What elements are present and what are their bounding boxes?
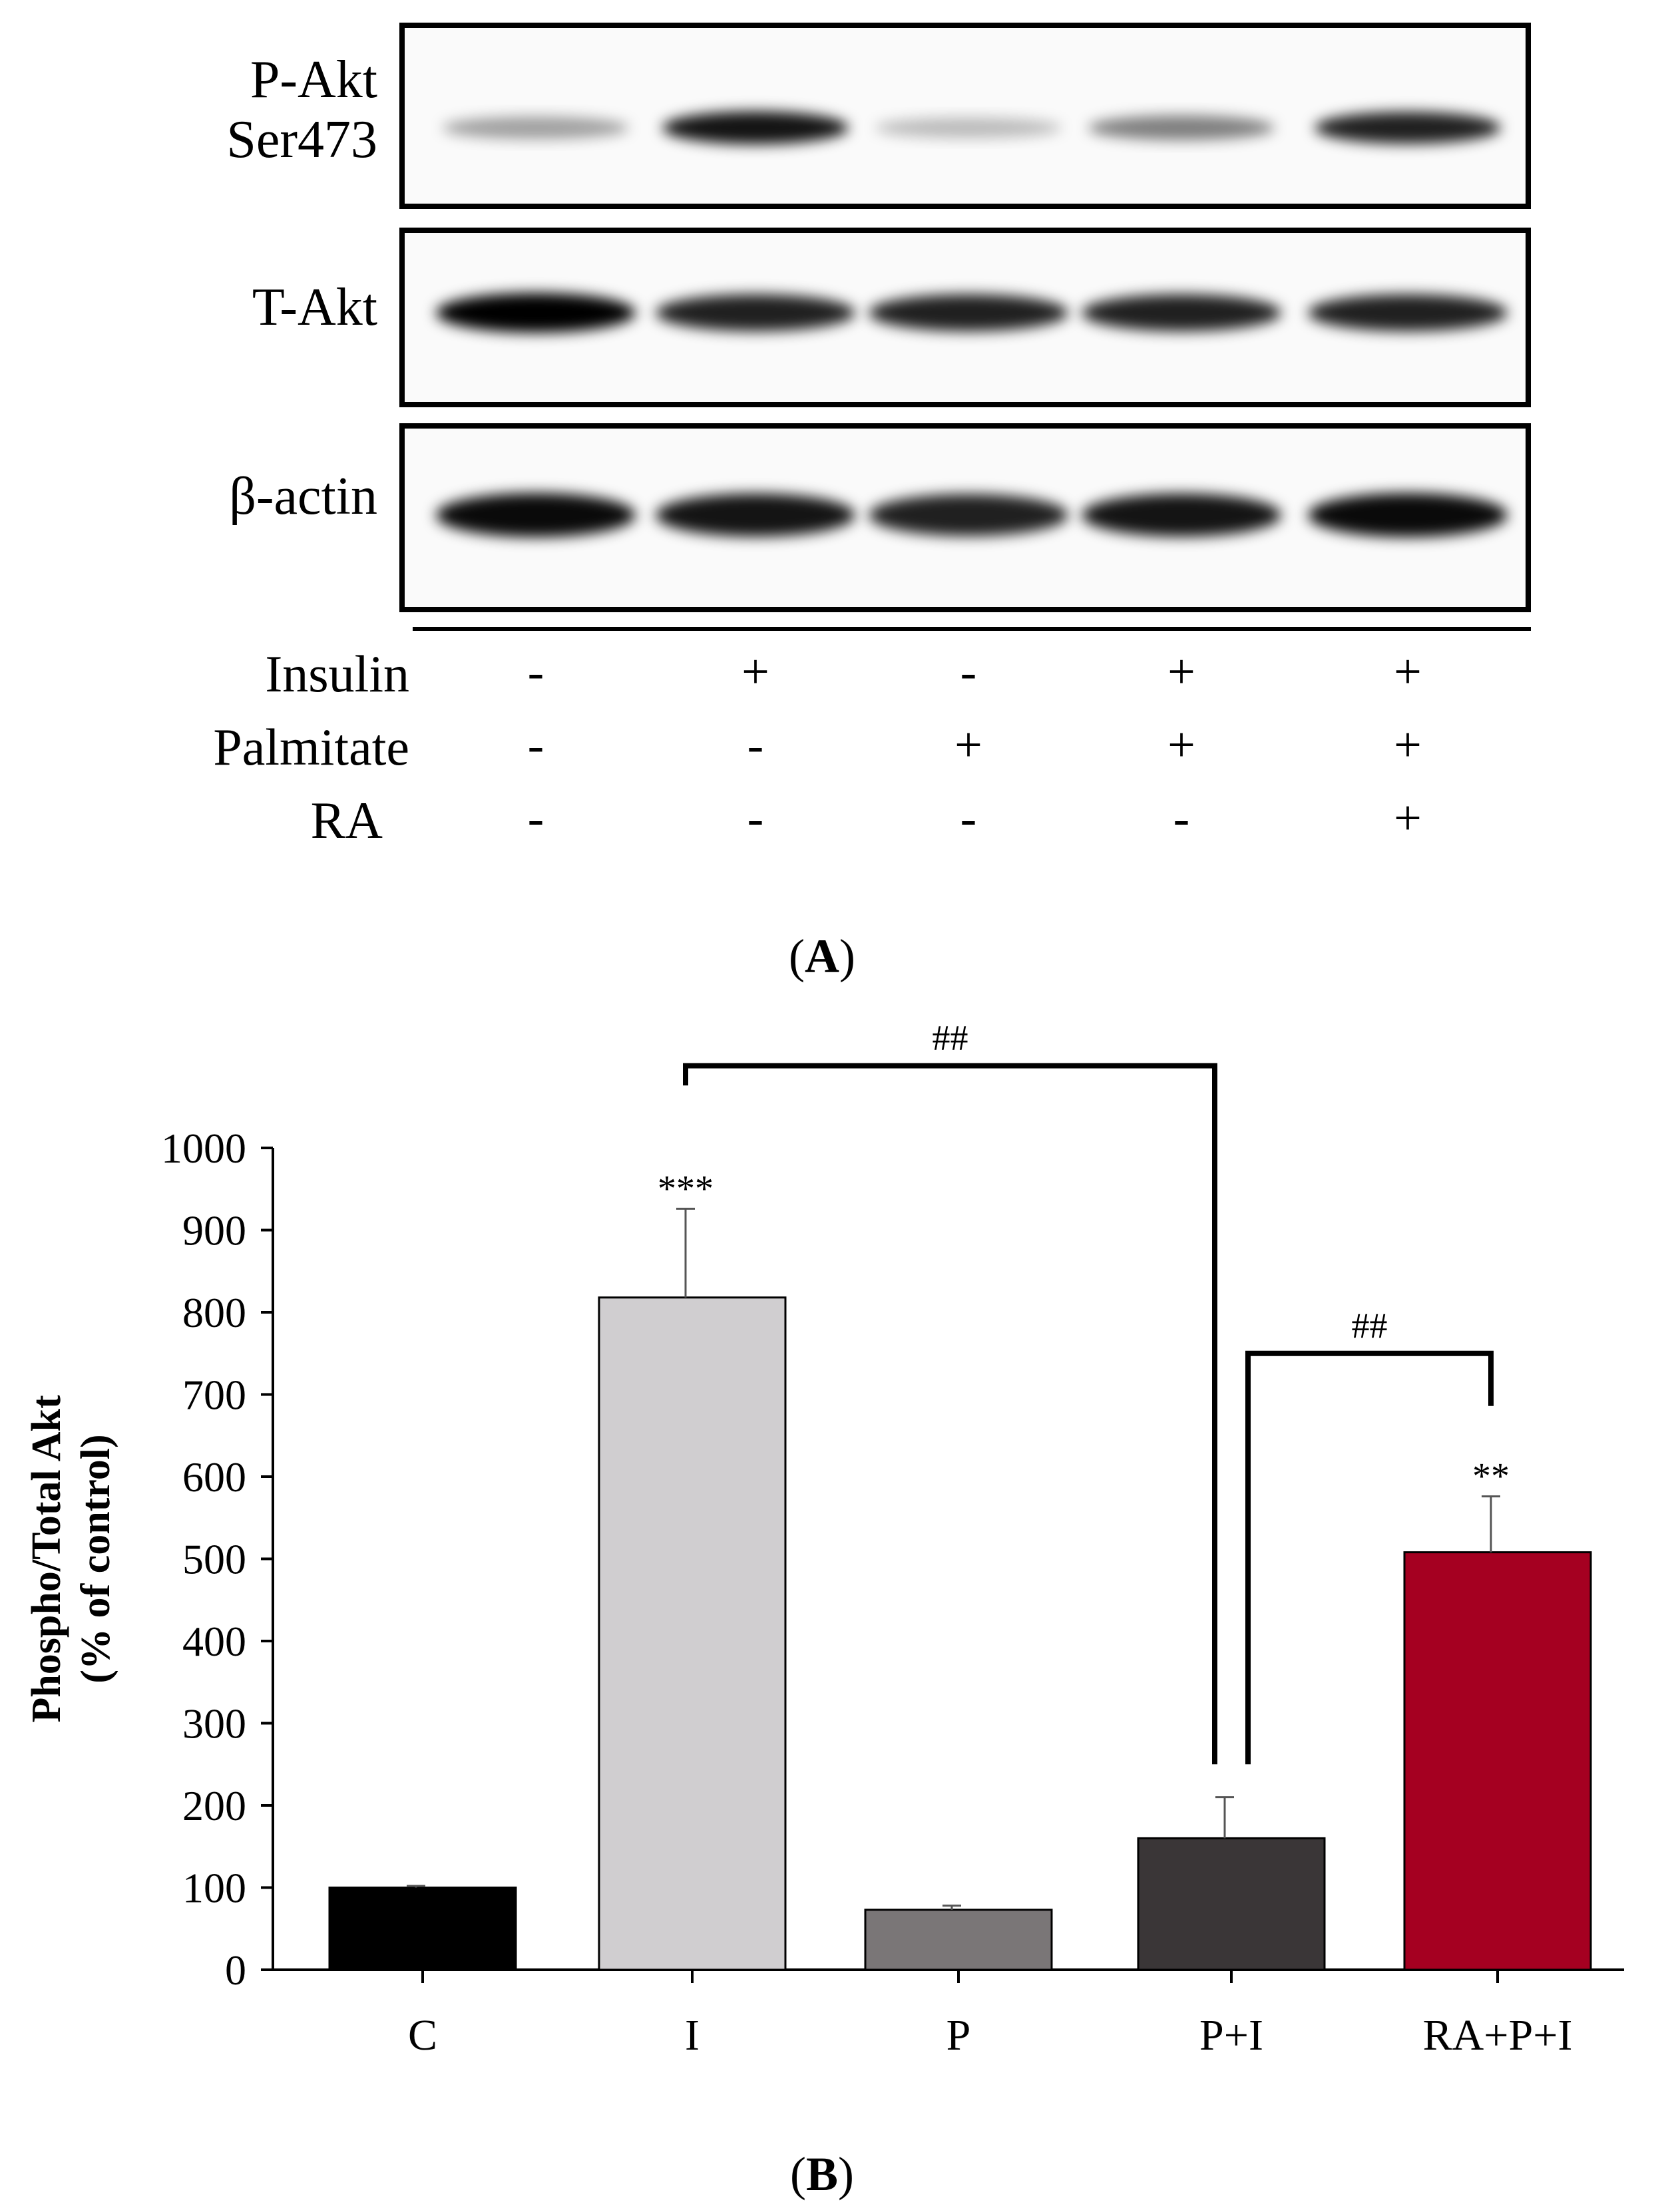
beta-actin-band-4 <box>1082 493 1281 537</box>
significance-ra-p-i: ** <box>1472 1456 1510 1497</box>
treatment-sign-palmitate-lane-2: - <box>747 718 764 773</box>
beta-actin-band-2 <box>656 493 855 537</box>
x-tick-label-p-i: P+I <box>1199 2011 1263 2060</box>
treatment-label-insulin: Insulin <box>265 645 409 703</box>
significance-i: *** <box>658 1168 714 1209</box>
p-akt-band-4 <box>1088 115 1275 140</box>
treatment-sign-insulin-lane-4: + <box>1167 645 1195 699</box>
comparison-bracket-2 <box>1245 1350 1494 1765</box>
treatment-sign-insulin-lane-1: - <box>527 645 544 699</box>
p-akt-band-1 <box>443 116 629 140</box>
beta-actin-band-1 <box>436 492 636 538</box>
treatment-sign-ra-lane-3: - <box>960 791 977 846</box>
treatment-sign-insulin-lane-3: - <box>960 645 977 699</box>
t-akt-band-4 <box>1082 294 1281 331</box>
treatment-sign-palmitate-lane-5: + <box>1394 718 1422 773</box>
blot-p-akt-bands <box>443 111 1501 144</box>
panel-label-b: (B) <box>790 2147 854 2201</box>
blot-row-label-beta-actin: β-actin <box>229 467 377 526</box>
panel-label-a: (A) <box>789 930 855 983</box>
beta-actin-band-3 <box>869 494 1068 536</box>
comparison-bracket-1 <box>683 1063 1217 1765</box>
bar-i <box>598 1296 787 1971</box>
y-tick-label-200: 200 <box>182 1782 246 1829</box>
treatment-sign-palmitate-lane-1: - <box>527 718 544 773</box>
comparison-label-2: ## <box>1352 1306 1388 1346</box>
y-tick-label-900: 900 <box>182 1207 246 1254</box>
bar-c <box>328 1887 517 1971</box>
beta-actin-band-5 <box>1308 492 1508 538</box>
treatment-sign-palmitate-lane-3: + <box>954 718 982 773</box>
treatment-sign-ra-lane-5: + <box>1394 791 1422 846</box>
bar-p-i <box>1137 1837 1326 1971</box>
phospho-akt-bar-chart: 0 100 200 300 400 500 600 700 800 900 1000 Phospho/… <box>24 1018 1624 2060</box>
bar-p <box>864 1909 1053 1971</box>
y-tick-label-300: 300 <box>182 1700 246 1748</box>
bar-ra-p-i <box>1403 1551 1592 1971</box>
blot-p-akt <box>399 23 1531 209</box>
t-akt-band-2 <box>656 294 855 331</box>
blot-row-label-t-akt: T-Akt <box>252 278 377 337</box>
t-akt-band-1 <box>436 293 636 333</box>
blot-row-label-p-akt: P-Akt Ser473 <box>226 51 377 169</box>
p-akt-band-2 <box>662 111 849 144</box>
comparison-label-1: ## <box>933 1018 968 1058</box>
blot-t-akt <box>399 228 1531 407</box>
y-tick-label-1000: 1000 <box>161 1125 246 1172</box>
treatment-label-palmitate: Palmitate <box>213 718 409 776</box>
p-akt-band-3 <box>875 117 1062 138</box>
blot-beta-actin <box>399 423 1531 612</box>
y-tick-label-400: 400 <box>182 1618 246 1665</box>
t-akt-band-5 <box>1308 294 1508 331</box>
treatment-sign-ra-lane-4: - <box>1173 791 1190 846</box>
x-tick-label-c: C <box>408 2011 437 2060</box>
treatment-divider-line <box>413 627 1531 631</box>
y-tick-label-700: 700 <box>182 1372 246 1419</box>
x-tick-label-p: P <box>946 2011 971 2060</box>
treatment-sign-ra-lane-1: - <box>527 791 544 846</box>
y-tick-label-600: 600 <box>182 1453 246 1501</box>
treatment-label-ra: RA <box>310 791 383 849</box>
y-axis-title: Phospho/Total Akt(% of control) <box>24 1395 118 1723</box>
x-tick-label-i: I <box>685 2011 700 2060</box>
treatment-sign-insulin-lane-2: + <box>741 645 769 699</box>
treatment-sign-insulin-lane-5: + <box>1394 645 1422 699</box>
blot-beta-actin-bands <box>436 492 1508 538</box>
y-tick-label-100: 100 <box>182 1865 246 1912</box>
p-akt-band-5 <box>1315 111 1501 144</box>
t-akt-band-3 <box>869 294 1068 331</box>
x-tick-label-ra-p-i: RA+P+I <box>1423 2011 1573 2060</box>
y-tick-label-800: 800 <box>182 1289 246 1336</box>
y-tick-label-500: 500 <box>182 1536 246 1583</box>
treatment-sign-ra-lane-2: - <box>747 791 764 846</box>
y-tick-label-0: 0 <box>225 1946 246 1994</box>
treatment-sign-palmitate-lane-4: + <box>1167 718 1195 773</box>
blot-t-akt-bands <box>436 293 1508 333</box>
